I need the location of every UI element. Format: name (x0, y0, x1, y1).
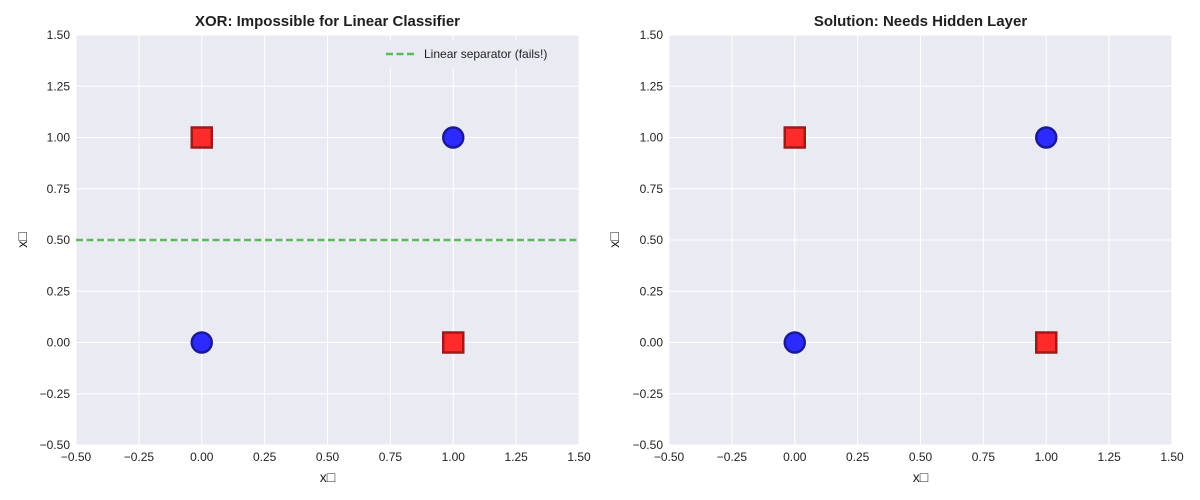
y-tick-label: 0.50 (640, 233, 664, 247)
y-tick-label: 0.00 (47, 336, 71, 350)
y-tick-label: 1.50 (640, 28, 664, 42)
x-tick-label: 1.00 (442, 450, 466, 464)
y-tick-label: 1.00 (47, 131, 71, 145)
point-circle-right (1035, 126, 1058, 149)
x-tick-label: 0.00 (190, 450, 214, 464)
point-circle-right (783, 331, 806, 354)
x-tick-label: 0.75 (379, 450, 403, 464)
legend-left: Linear separator (fails!) (376, 40, 574, 68)
x-ticks-right: −0.50 −0.25 0.00 0.25 0.50 0.75 1.00 1.25 1.50 (654, 450, 1184, 464)
y-tick-label: −0.25 (40, 387, 71, 401)
point-circle-left (190, 331, 213, 354)
y-tick-label: −0.50 (633, 438, 664, 452)
x-tick-label: 0.50 (909, 450, 933, 464)
point-square-right (1035, 331, 1058, 354)
x-ticks-left: −0.50 −0.25 0.00 0.25 0.50 0.75 1.00 1.25 1.50 (61, 450, 591, 464)
x-tick-label: 1.25 (504, 450, 528, 464)
marks-right (783, 126, 1058, 354)
point-square-left (442, 331, 465, 354)
y-ticks-right: −0.50 −0.25 0.00 0.25 0.50 0.75 1.00 1.25 1.50 (633, 28, 664, 452)
chart-title-right: Solution: Needs Hidden Layer (814, 13, 1028, 30)
x-axis-label-right: x□ (913, 469, 929, 485)
x-tick-label: 0.75 (972, 450, 996, 464)
y-axis-label-left: x□ (14, 232, 30, 248)
point-square-left (190, 126, 213, 149)
y-tick-label: 1.00 (640, 131, 664, 145)
point-square-right (783, 126, 806, 149)
x-tick-label: 1.00 (1035, 450, 1059, 464)
chart-left: −0.50 −0.25 0.00 0.25 0.50 0.75 1.00 1.25 1.50 −… (14, 13, 591, 485)
point-circle-left (442, 126, 465, 149)
marks-left (190, 126, 465, 354)
x-tick-label: 1.50 (567, 450, 591, 464)
y-tick-label: 0.75 (640, 182, 664, 196)
x-tick-label: 0.00 (783, 450, 807, 464)
y-tick-label: 1.50 (47, 28, 71, 42)
y-tick-label: 0.00 (640, 336, 664, 350)
x-tick-label: −0.25 (124, 450, 155, 464)
x-tick-label: 0.25 (846, 450, 870, 464)
x-tick-label: 1.50 (1160, 450, 1184, 464)
legend-label-separator: Linear separator (fails!) (424, 47, 547, 61)
chart-title-left: XOR: Impossible for Linear Classifier (195, 13, 460, 30)
y-tick-label: −0.50 (40, 438, 71, 452)
x-tick-label: 1.25 (1097, 450, 1121, 464)
x-tick-label: 0.25 (253, 450, 277, 464)
grid-left (75, 34, 580, 446)
chart-right: −0.50 −0.25 0.00 0.25 0.50 0.75 1.00 1.25 1.50 −… (606, 13, 1184, 485)
y-axis-label-right: x□ (606, 232, 622, 248)
y-tick-label: 0.50 (47, 233, 71, 247)
x-tick-label: 0.50 (316, 450, 340, 464)
x-tick-label: −0.25 (717, 450, 748, 464)
y-tick-label: 1.25 (640, 79, 664, 93)
y-tick-label: −0.25 (633, 387, 664, 401)
y-tick-label: 0.25 (640, 284, 664, 298)
x-tick-label: −0.50 (654, 450, 685, 464)
x-axis-label-left: x□ (320, 469, 336, 485)
y-tick-label: 0.25 (47, 284, 71, 298)
y-tick-label: 1.25 (47, 79, 71, 93)
x-tick-label: −0.50 (61, 450, 92, 464)
y-tick-label: 0.75 (47, 182, 71, 196)
grid-right (668, 34, 1173, 446)
y-ticks-left: −0.50 −0.25 0.00 0.25 0.50 0.75 1.00 1.25 1.50 (40, 28, 71, 452)
